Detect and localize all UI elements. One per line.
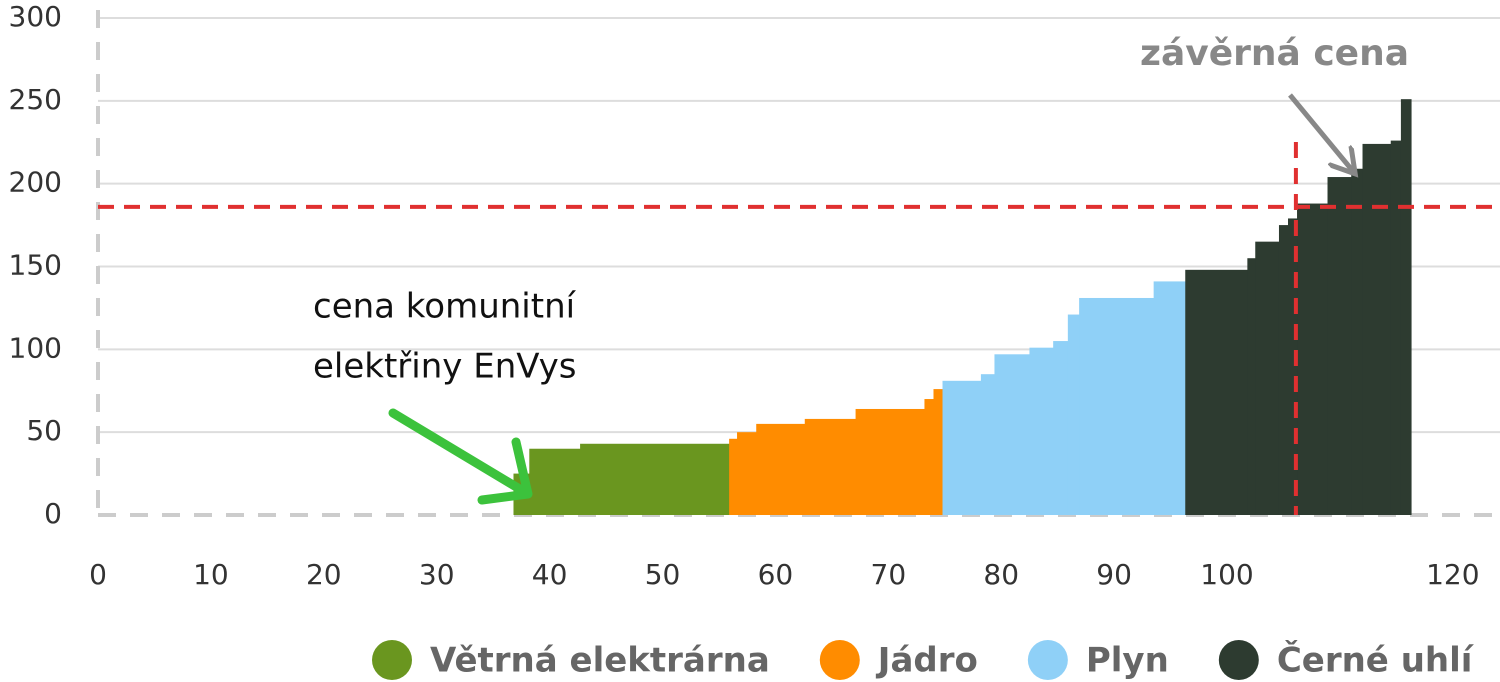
bar [933, 389, 944, 515]
y-tick-label: 0 [44, 497, 62, 530]
bar [1278, 225, 1289, 516]
bar [529, 448, 581, 515]
bar [1390, 140, 1402, 516]
y-tick-label: 100 [9, 331, 62, 364]
legend-label: Jádro [876, 641, 978, 681]
bar [580, 443, 730, 515]
bar [804, 418, 857, 515]
bar [994, 354, 1030, 515]
bar [1079, 297, 1155, 515]
clearing-price-label: závěrná cena [1140, 33, 1409, 74]
bar [924, 399, 934, 515]
bar [1053, 341, 1069, 515]
bar [1400, 99, 1412, 515]
y-tick-label: 150 [9, 249, 62, 282]
bar [1067, 314, 1080, 515]
y-tick-label: 300 [9, 0, 62, 33]
plot-area [96, 10, 1500, 517]
x-tick-label: 60 [758, 558, 794, 591]
x-tick-label: 80 [983, 558, 1019, 591]
bar [980, 374, 995, 515]
x-tick-label: 20 [306, 558, 342, 591]
legend-swatch [372, 640, 412, 680]
x-tick-label: 90 [1096, 558, 1132, 591]
y-tick-label: 50 [26, 414, 62, 447]
legend-swatch [819, 640, 860, 680]
bar [942, 380, 982, 515]
bar [729, 438, 738, 515]
bar [1327, 177, 1352, 516]
bar [1247, 258, 1256, 515]
bar [756, 423, 806, 515]
legend-label: Černé uhlí [1277, 640, 1475, 681]
x-tick-label: 70 [871, 558, 907, 591]
bar [737, 432, 757, 515]
bar [1153, 281, 1186, 515]
x-tick-label: 50 [645, 558, 681, 591]
legend-swatch [1218, 640, 1259, 680]
bar [1297, 203, 1329, 515]
y-tick-label: 200 [9, 166, 62, 199]
bar [1029, 347, 1054, 515]
bar [1255, 241, 1280, 515]
legend-label: Plyn [1086, 641, 1169, 681]
bar [1288, 218, 1298, 515]
legend-swatch [1027, 640, 1068, 680]
annotation-arrow [1288, 93, 1352, 170]
legend-label: Větrná elektrárna [430, 641, 770, 681]
bar [1185, 269, 1248, 515]
x-tick-label: 0 [89, 558, 107, 591]
annotation-line: cena komunitní [313, 287, 577, 327]
x-tick-label: 30 [419, 558, 455, 591]
x-tick-label: 40 [532, 558, 568, 591]
y-tick-label: 250 [9, 83, 62, 116]
annotation-line: elektřiny EnVys [313, 347, 576, 387]
x-tick-label: 10 [193, 558, 229, 591]
bar [1351, 168, 1364, 516]
bar [855, 408, 925, 515]
x-tick-label: 100 [1200, 558, 1253, 591]
annotation-arrow [388, 408, 533, 505]
x-tick-label: 120 [1426, 558, 1479, 591]
bar [1362, 143, 1392, 515]
